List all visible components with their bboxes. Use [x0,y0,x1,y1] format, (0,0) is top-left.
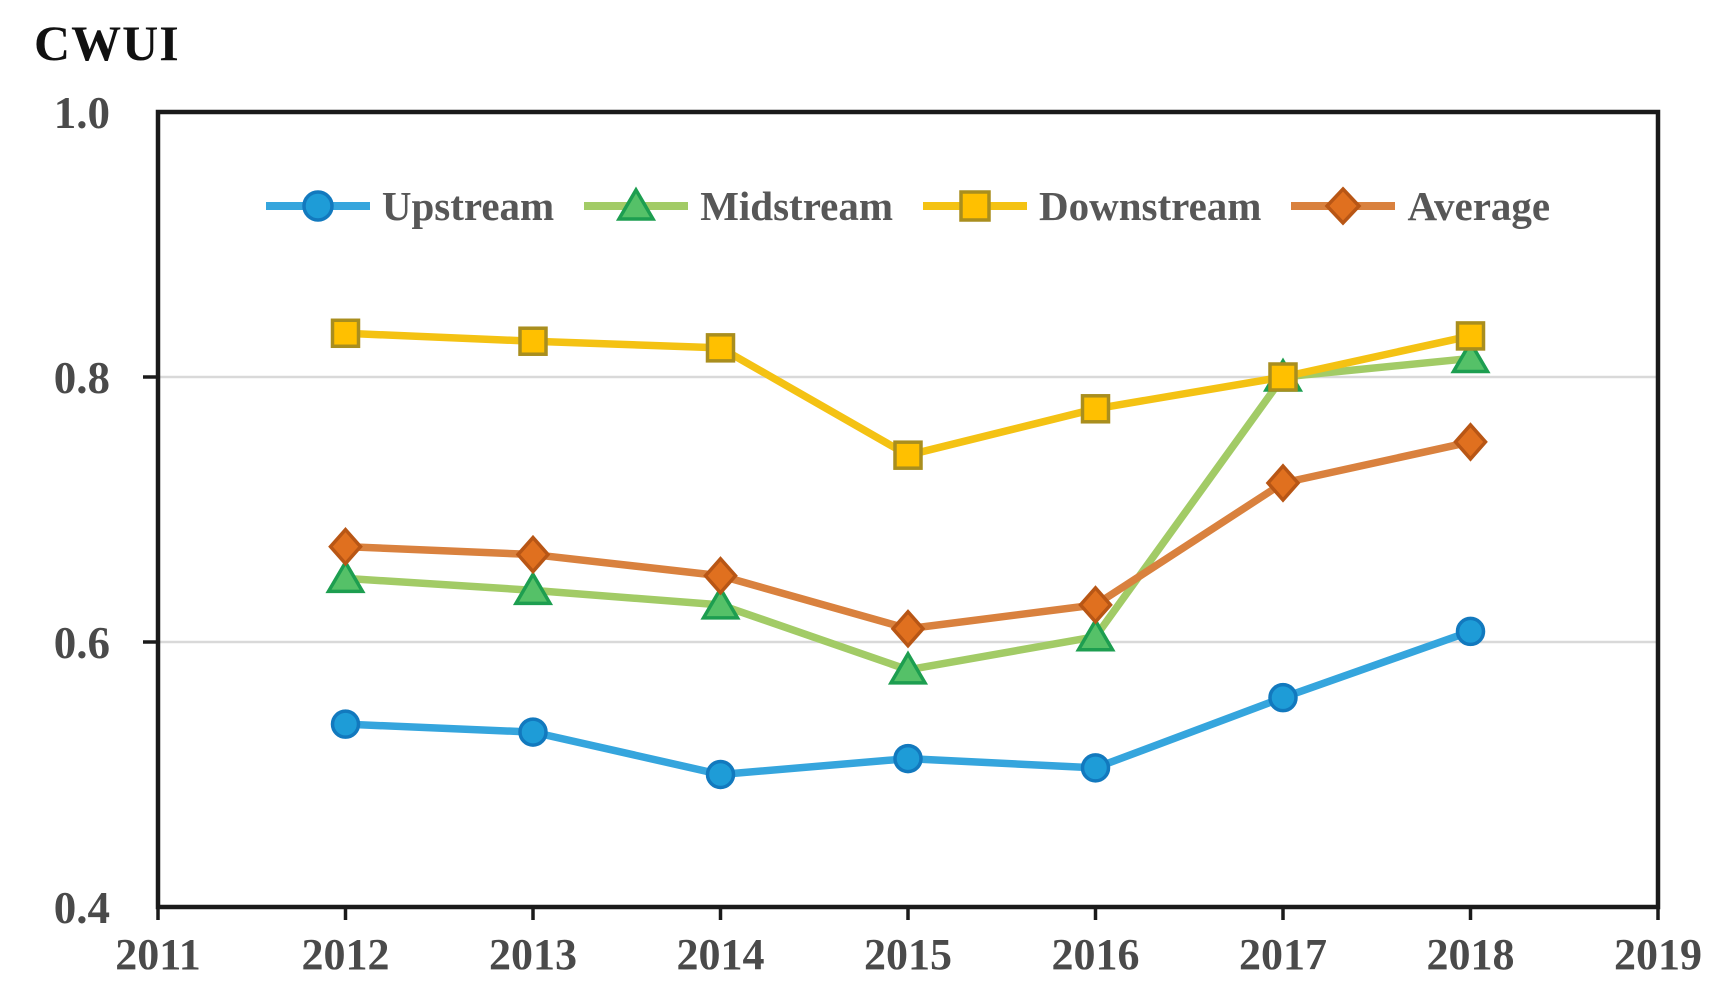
y-tick-label: 1.0 [54,88,110,138]
marker-circle-upstream [518,717,548,747]
marker-diamond-average [1453,422,1488,462]
legend-item-average: Average [1291,182,1550,230]
legend-label: Average [1407,183,1551,229]
x-tick-label: 2017 [1239,930,1327,979]
marker-diamond-average [890,609,926,649]
y-tick-label: 0.8 [54,353,110,403]
legend-label: Downstream [1039,183,1262,229]
x-tick-label: 2012 [302,930,390,979]
marker-square-downstream [1268,362,1298,392]
square-legend-marker-icon [923,190,1028,222]
y-tick-label: 0.4 [54,883,110,933]
marker-diamond-average [328,526,363,567]
x-tick-label: 2019 [1614,930,1702,979]
marker-circle-upstream [893,743,923,774]
chart-title: CWUI [34,15,180,71]
marker-square-downstream [705,333,736,363]
marker-diamond-average [515,534,551,575]
series-line-downstream [341,329,1475,459]
x-tick-label: 2014 [677,930,765,979]
legend-item-upstream: Upstream [265,182,555,230]
series-line-average [341,438,1475,633]
marker-circle-upstream [330,709,361,739]
x-tick-label: 2015 [864,930,952,979]
marker-circle-upstream [1080,753,1111,783]
marker-triangle-midstream [325,558,366,594]
marker-square-downstream [1455,321,1486,351]
x-tick-label: 2013 [489,930,577,979]
legend-label: Upstream [381,183,555,229]
marker-diamond-average [703,556,738,596]
legend-label: Midstream [700,183,894,229]
marker-square-downstream [1080,394,1111,424]
x-tick-label: 2016 [1052,930,1140,979]
marker-triangle-midstream [512,570,554,606]
legend: Upstream Midstream Downstream Average [158,182,1658,230]
y-tick-label: 0.6 [54,618,110,668]
marker-triangle-midstream [1450,338,1491,374]
circle-legend-marker-icon [265,190,370,222]
marker-square-downstream [893,440,923,470]
marker-circle-upstream [1455,616,1486,647]
marker-circle-upstream [705,759,736,790]
marker-triangle-midstream [700,585,741,620]
x-tick-label: 2011 [115,930,201,979]
diamond-legend-marker-icon [1291,186,1396,226]
marker-circle-upstream [1268,682,1298,713]
marker-triangle-midstream [1075,617,1116,652]
triangle-legend-marker-icon [584,186,689,221]
marker-square-downstream [330,318,361,349]
marker-triangle-midstream [887,650,929,685]
x-tick-label: 2018 [1427,930,1515,979]
plot-border [155,109,1661,910]
marker-square-downstream [518,326,548,356]
marker-diamond-average [1265,463,1301,503]
legend-item-downstream: Downstream [923,182,1261,230]
legend-item-midstream: Midstream [584,182,893,230]
marker-diamond-average [1078,585,1113,625]
